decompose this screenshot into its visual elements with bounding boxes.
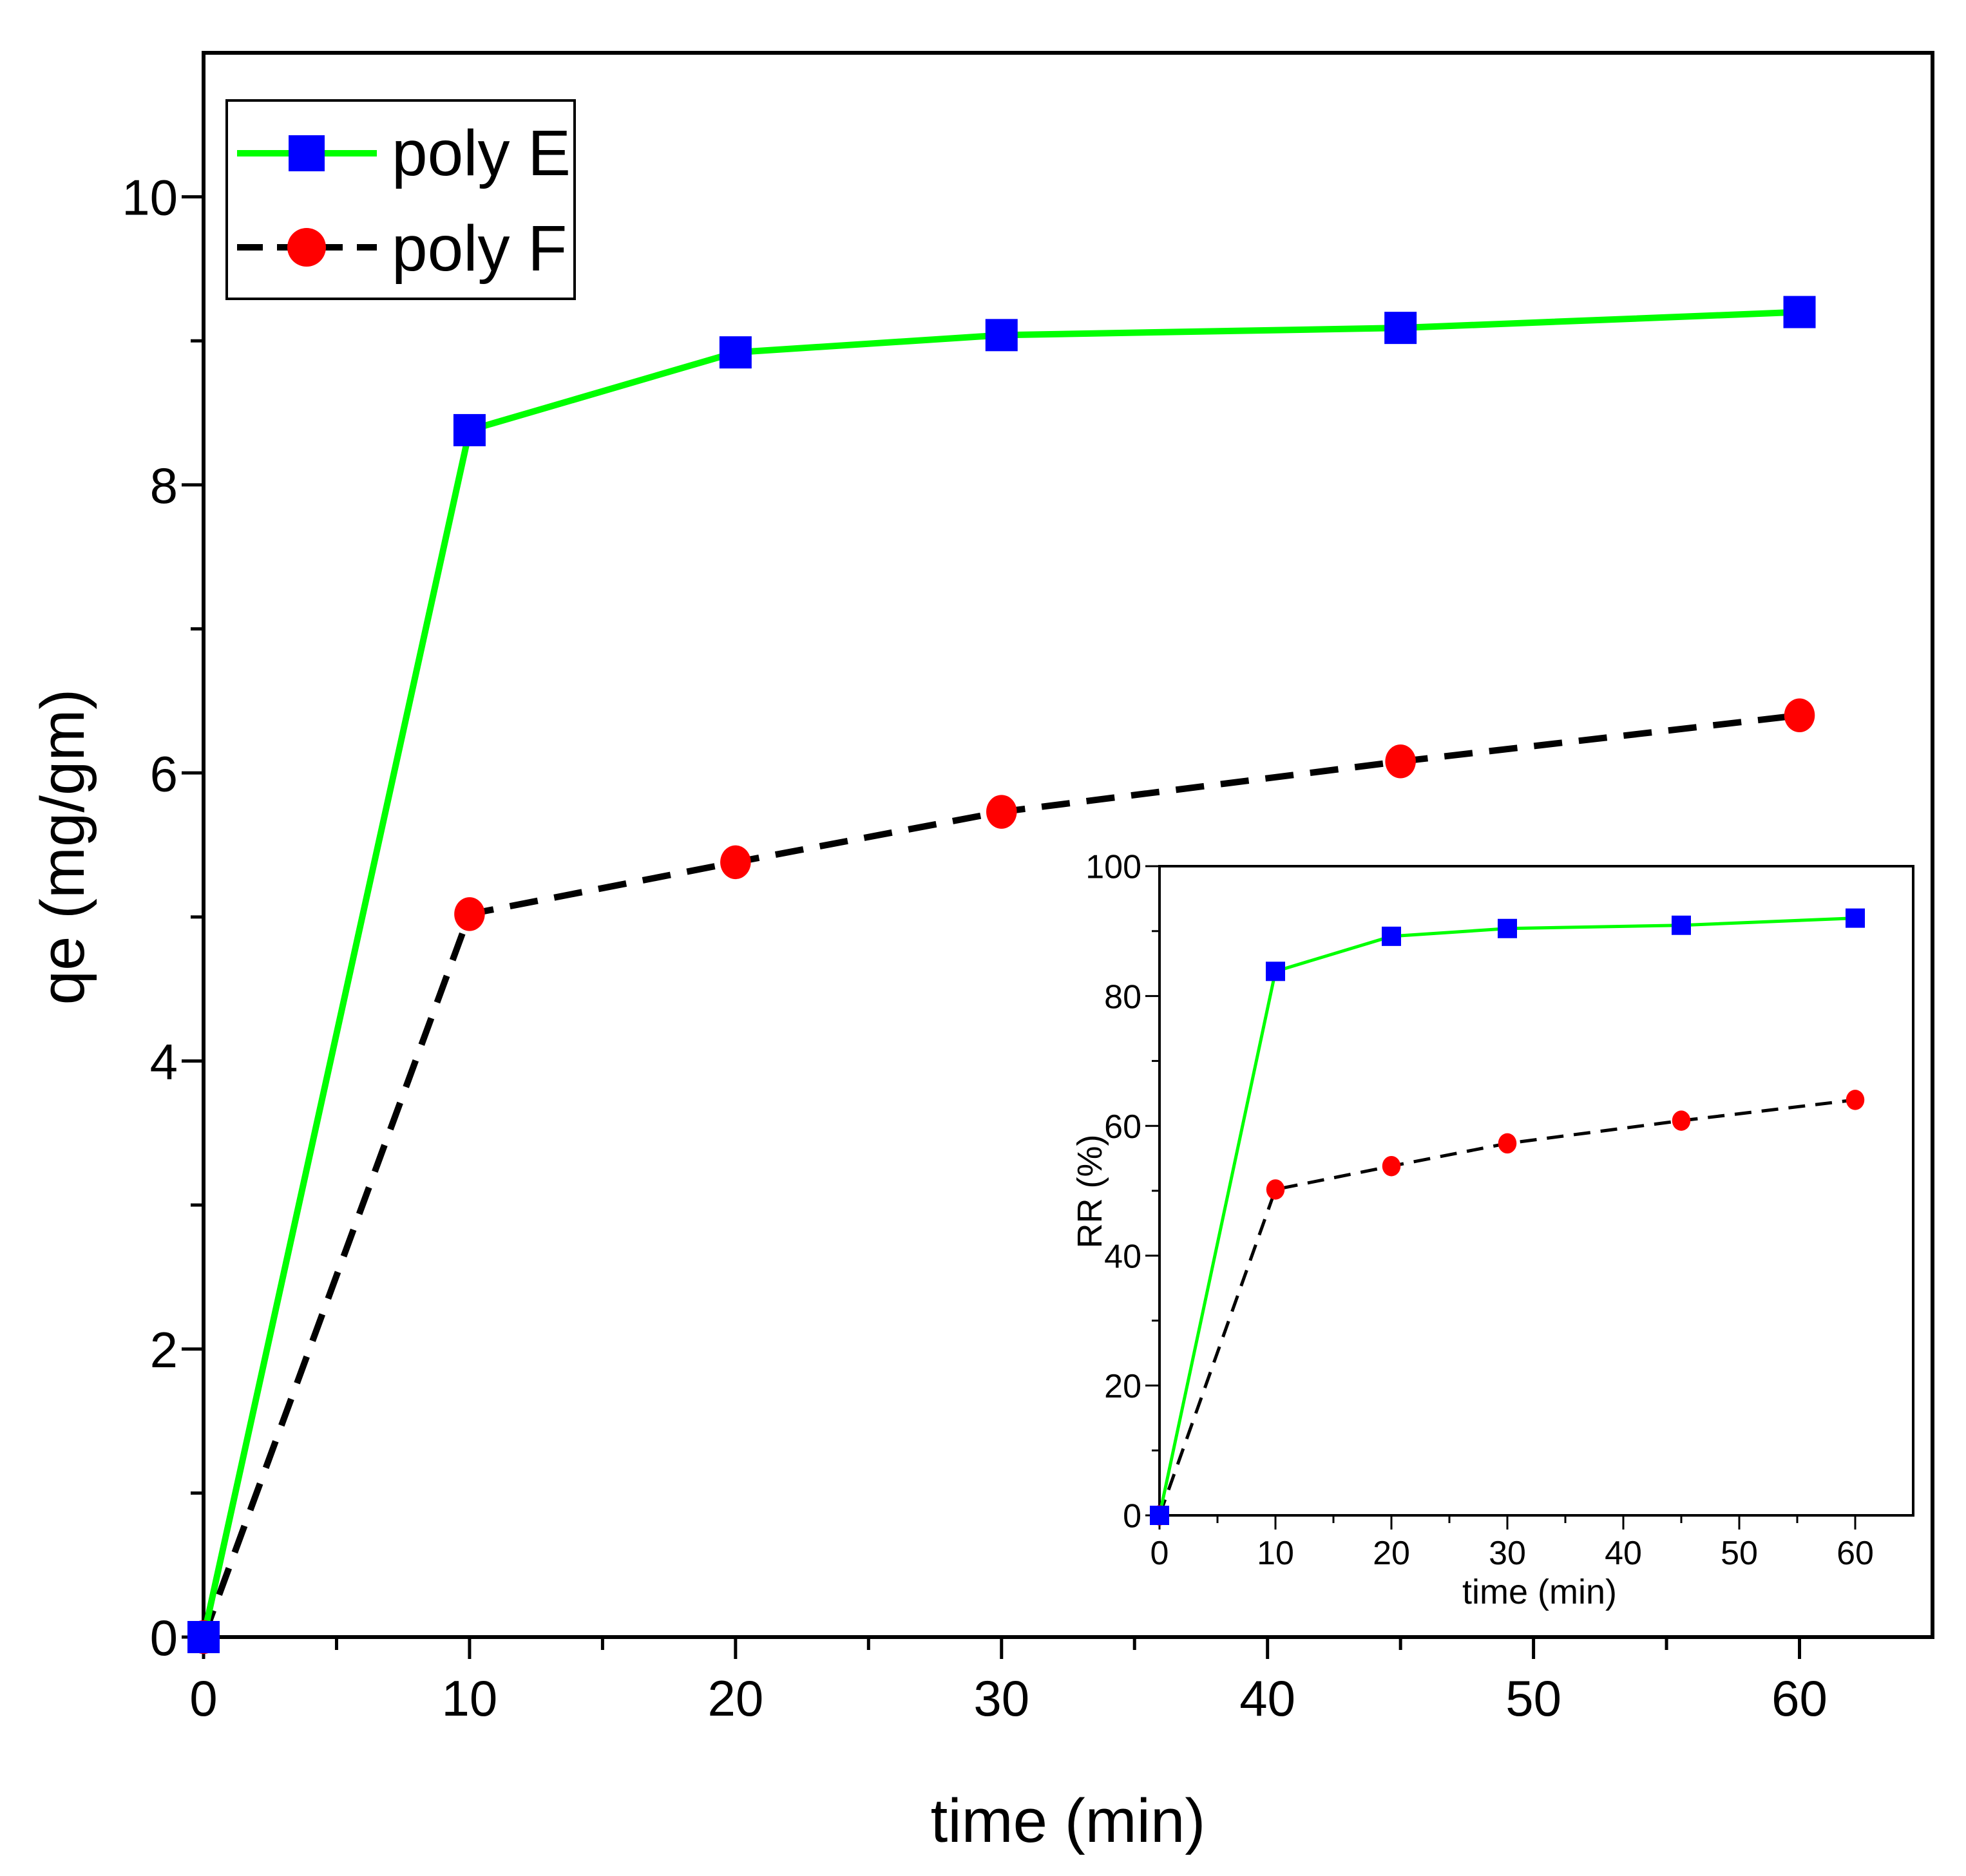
legend-label-poly-f: poly F [392,213,567,285]
main-tick-labels: 0 10 20 30 40 50 60 0 2 4 6 8 10 [122,169,1828,1727]
legend: poly E poly F [225,99,576,300]
inset-x-tick-label: 60 [1837,1535,1874,1572]
inset-x-tick-label: 50 [1721,1535,1758,1572]
main-y-tick-label: 0 [150,1609,178,1666]
main-series-line-poly-f [200,712,1800,1638]
main-y-tick-label: 8 [150,457,178,514]
inset-point-poly-f [1266,1179,1285,1200]
main-point-poly-e [1783,296,1816,328]
legend-label-poly-e: poly E [392,117,571,189]
main-series [187,296,1816,1654]
inset-y-tick-label: 100 [1085,849,1141,886]
main-point-poly-e [985,319,1018,352]
inset-point-poly-e [1498,918,1517,938]
inset-x-tick-label: 30 [1489,1535,1526,1572]
inset-point-poly-e [1672,915,1691,935]
inset-y-tick-label: 80 [1104,978,1141,1016]
main-x-tick-label: 50 [1505,1670,1561,1727]
inset-x-axis-title: time (min) [1462,1573,1617,1611]
inset-point-poly-e [1150,1506,1169,1525]
inset-x-tick-label: 20 [1373,1535,1410,1572]
main-x-tick-label: 20 [707,1670,763,1727]
main-y-tick-label: 4 [150,1034,178,1090]
inset-tick-labels: 0 10 20 30 40 50 60 0 20 40 60 80 100 [1085,849,1874,1572]
inset-point-poly-f [1382,1155,1401,1177]
main-point-poly-f [1784,698,1815,732]
main-series-line-poly-e [200,308,1800,1638]
main-y-tick-label: 6 [150,745,178,802]
main-x-tick-label: 40 [1239,1670,1295,1727]
main-point-poly-e [719,336,752,369]
inset-x-tick-label: 40 [1605,1535,1642,1572]
inset-y-tick-label: 40 [1104,1238,1141,1276]
inset-point-poly-e [1382,926,1401,946]
inset-y-axis-title: RR (%) [1071,1135,1109,1249]
main-y-axis-title: qe (mg/gm) [28,689,97,1005]
main-point-poly-f [454,897,485,931]
main-point-poly-e [187,1621,220,1653]
main-plot: 0 10 20 30 40 50 60 0 2 4 6 8 10 time (min) qe (mg/g… [28,51,1934,1855]
main-x-axis-title: time (min) [931,1786,1206,1855]
inset-y-tick-label: 60 [1104,1108,1141,1146]
inset-series-line-poly-f [1158,1098,1856,1516]
main-x-tick-label: 30 [973,1670,1029,1727]
inset-series [1150,908,1865,1526]
inset-point-poly-f [1846,1090,1865,1110]
main-plot-frame [202,51,1934,1639]
inset-x-tick-label: 10 [1257,1535,1294,1572]
inset-plot: 0 10 20 30 40 50 60 0 20 40 60 80 100 time (min) RR … [1071,849,1914,1611]
main-point-poly-f [720,845,751,880]
main-point-poly-f [1385,744,1416,779]
inset-point-poly-e [1266,962,1285,981]
inset-y-tick-label: 0 [1123,1498,1141,1535]
inset-point-poly-f [1672,1110,1691,1131]
main-x-tick-label: 0 [189,1670,217,1727]
main-x-tick-label: 10 [442,1670,498,1727]
inset-ticks [1145,865,1856,1530]
inset-point-poly-f [1498,1133,1517,1154]
main-point-poly-e [1384,312,1417,345]
inset-series-line-poly-e [1158,916,1856,1516]
inset-x-tick-label: 0 [1150,1535,1169,1572]
inset-point-poly-e [1846,908,1865,928]
legend-marker-poly-e [289,135,325,171]
legend-marker-poly-f [287,228,326,267]
main-y-tick-label: 2 [150,1322,178,1378]
main-y-tick-label: 10 [122,169,178,226]
main-point-poly-e [453,413,486,446]
inset-y-tick-label: 20 [1104,1368,1141,1405]
main-x-tick-label: 60 [1771,1670,1828,1727]
main-point-poly-f [986,795,1017,829]
legend-box [225,99,576,300]
